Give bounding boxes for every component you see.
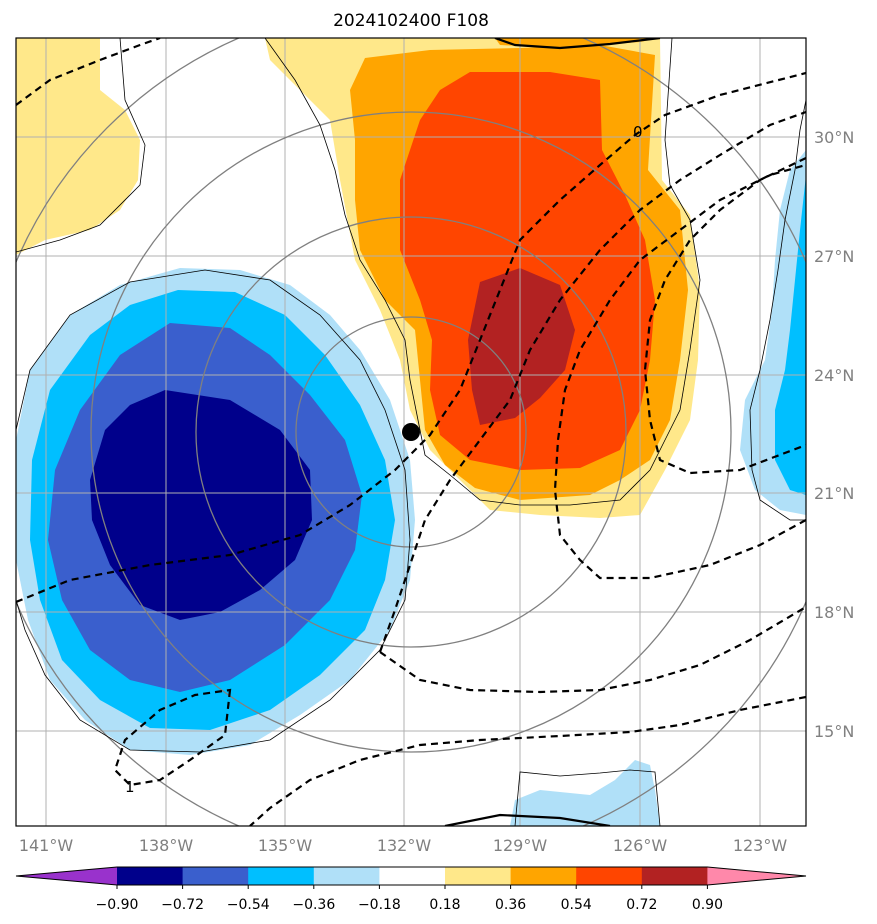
contour-label-1: 1 bbox=[125, 778, 135, 796]
x-tick-label: 129°W bbox=[493, 836, 548, 855]
map-frame bbox=[15, 37, 807, 827]
colorbar-tick-label: 0.72 bbox=[626, 897, 657, 913]
colorbar-tick-label: −0.72 bbox=[161, 897, 204, 913]
colorbar: −0.90 −0.72 −0.54 −0.36 −0.18 0.18 0.36 0.54 0.7… bbox=[15, 866, 807, 913]
colorbar-segment bbox=[248, 867, 315, 885]
colorbar-tick-label: 0.36 bbox=[495, 897, 526, 913]
fill-neg-east-0.36 bbox=[775, 175, 806, 495]
x-tick-labels: 141°W 138°W 135°W 132°W 129°W 126°W 123°… bbox=[19, 836, 788, 855]
range-rings bbox=[16, 38, 806, 826]
colorbar-extend-high bbox=[707, 867, 806, 885]
colorbar-segment bbox=[445, 867, 512, 885]
colorbar-tick-label: −0.90 bbox=[96, 897, 139, 913]
contour-label-0: 0 bbox=[633, 123, 643, 141]
y-tick-label: 30°N bbox=[814, 128, 854, 147]
colorbar-segment bbox=[182, 867, 249, 885]
y-tick-label: 24°N bbox=[814, 366, 854, 385]
x-tick-label: 138°W bbox=[139, 836, 194, 855]
gridlines bbox=[16, 38, 806, 826]
colorbar-tick-label: 0.18 bbox=[429, 897, 460, 913]
chart-title: 2024102400 F108 bbox=[333, 11, 489, 31]
colorbar-segment bbox=[576, 867, 643, 885]
y-tick-label: 21°N bbox=[814, 484, 854, 503]
colorbar-tick-label: 0.54 bbox=[561, 897, 592, 913]
fill-neg-south-0.18 bbox=[510, 760, 660, 826]
map-area: 0 1 bbox=[16, 38, 806, 826]
fill-pos-patch-nw bbox=[16, 38, 140, 255]
fill-pos-0.72 bbox=[468, 268, 575, 425]
x-tick-label: 135°W bbox=[258, 836, 313, 855]
y-tick-label: 27°N bbox=[814, 247, 854, 266]
x-tick-label: 132°W bbox=[377, 836, 432, 855]
thin-contours bbox=[16, 38, 806, 826]
colorbar-segment bbox=[641, 867, 708, 885]
dashed-contours bbox=[16, 38, 806, 826]
colorbar-segment bbox=[379, 867, 446, 885]
colorbar-tick-label: −0.54 bbox=[227, 897, 270, 913]
colorbar-tick-label: 0.90 bbox=[692, 897, 723, 913]
colorbar-extend-low bbox=[16, 867, 117, 885]
colorbar-segment bbox=[313, 867, 380, 885]
colorbar-segment bbox=[510, 867, 577, 885]
storm-center-marker bbox=[402, 423, 420, 441]
fill-neg-0.72 bbox=[90, 390, 312, 620]
x-tick-label: 123°W bbox=[733, 836, 788, 855]
solid-contours bbox=[444, 38, 661, 826]
colorbar-segment bbox=[117, 867, 184, 885]
x-tick-label: 126°W bbox=[613, 836, 668, 855]
colorbar-tick-label: −0.36 bbox=[292, 897, 335, 913]
colorbar-tick-label: −0.18 bbox=[358, 897, 401, 913]
x-tick-label: 141°W bbox=[19, 836, 74, 855]
y-tick-label: 15°N bbox=[814, 722, 854, 741]
y-tick-labels: 30°N 27°N 24°N 21°N 18°N 15°N bbox=[814, 128, 854, 741]
y-tick-label: 18°N bbox=[814, 603, 854, 622]
